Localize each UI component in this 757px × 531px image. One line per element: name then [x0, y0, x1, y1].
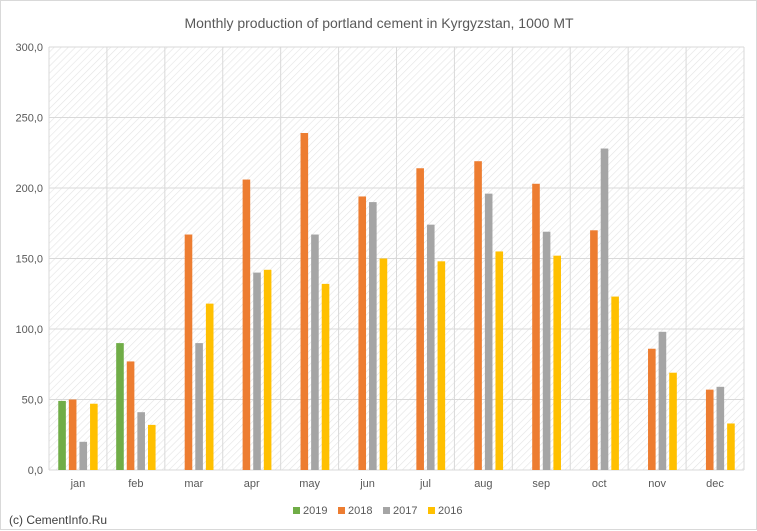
bar-2017-jul [426, 224, 435, 470]
y-tick-label: 50,0 [22, 395, 43, 407]
bar-2016-jul [437, 261, 446, 470]
bar-2019-jan [58, 400, 66, 470]
x-tick-label: jul [419, 478, 431, 490]
y-tick-label: 100,0 [15, 324, 43, 336]
bar-2018-jan [68, 399, 77, 470]
y-tick-label: 250,0 [15, 113, 43, 125]
bar-2016-feb [147, 424, 156, 470]
bar-2018-jun [358, 196, 367, 470]
bar-2016-mar [205, 303, 214, 470]
bar-2018-feb [126, 361, 135, 470]
x-tick-label: may [299, 478, 320, 490]
x-tick-label: nov [648, 478, 666, 490]
legend-label: 2017 [393, 505, 417, 517]
bar-2017-jun [369, 202, 377, 470]
x-tick-label: feb [128, 478, 143, 490]
bar-2016-may [321, 283, 330, 470]
bar-2018-sep [532, 183, 540, 470]
legend-swatch-2017 [383, 507, 390, 514]
bar-2016-jan [90, 403, 98, 470]
bar-2017-sep [542, 231, 551, 470]
bar-2017-apr [253, 272, 261, 470]
bar-2018-nov [648, 348, 656, 470]
x-tick-label: oct [592, 478, 607, 490]
bar-2016-dec [727, 423, 735, 470]
bar-2016-apr [263, 269, 272, 470]
bar-2018-oct [590, 230, 598, 470]
legend-swatch-2019 [293, 507, 300, 514]
bar-2017-may [311, 234, 319, 470]
chart-title: Monthly production of portland cement in… [184, 15, 574, 31]
x-tick-label: sep [532, 478, 550, 490]
gridlines [48, 46, 745, 471]
y-tick-label: 150,0 [15, 254, 43, 266]
bar-2016-aug [495, 251, 504, 470]
legend: 2019 2018 2017 2016 [293, 505, 462, 517]
legend-label: 2016 [438, 505, 462, 517]
bar-2018-may [300, 133, 309, 470]
bar-2016-nov [669, 372, 677, 470]
bar-2016-oct [611, 296, 619, 470]
bar-2017-mar [195, 343, 203, 470]
legend-swatch-2018 [338, 507, 345, 514]
bar-2017-dec [716, 386, 725, 470]
bar-2017-feb [137, 412, 145, 470]
bar-2017-oct [600, 148, 609, 470]
x-tick-label: aug [474, 478, 492, 490]
bar-2019-feb [116, 343, 124, 470]
legend-label: 2018 [348, 505, 372, 517]
bar-2016-sep [553, 255, 561, 470]
bar-2016-jun [379, 258, 388, 470]
x-tick-label: jan [70, 478, 86, 490]
bar-2018-apr [242, 179, 251, 471]
bar-2017-aug [484, 193, 493, 470]
bar-2018-jul [416, 168, 424, 470]
legend-label: 2019 [303, 505, 327, 517]
bars [58, 133, 735, 471]
y-tick-label: 300,0 [15, 42, 43, 54]
bar-2018-mar [184, 234, 193, 470]
bar-2018-dec [705, 389, 714, 470]
x-tick-label: dec [706, 478, 724, 490]
bar-2018-aug [474, 161, 482, 470]
axes: 0,0 50,0 100,0 150,0 200,0 250,0 300,0 jan feb ma… [15, 42, 724, 490]
y-tick-label: 200,0 [15, 183, 43, 195]
x-tick-label: mar [184, 478, 203, 490]
bar-2017-nov [658, 331, 667, 470]
credit-text: (c) CementInfo.Ru [9, 513, 107, 527]
x-tick-label: jun [359, 478, 375, 490]
y-tick-label: 0,0 [28, 465, 43, 477]
x-tick-label: apr [244, 478, 260, 490]
bar-2017-jan [79, 441, 88, 470]
legend-swatch-2016 [428, 507, 435, 514]
